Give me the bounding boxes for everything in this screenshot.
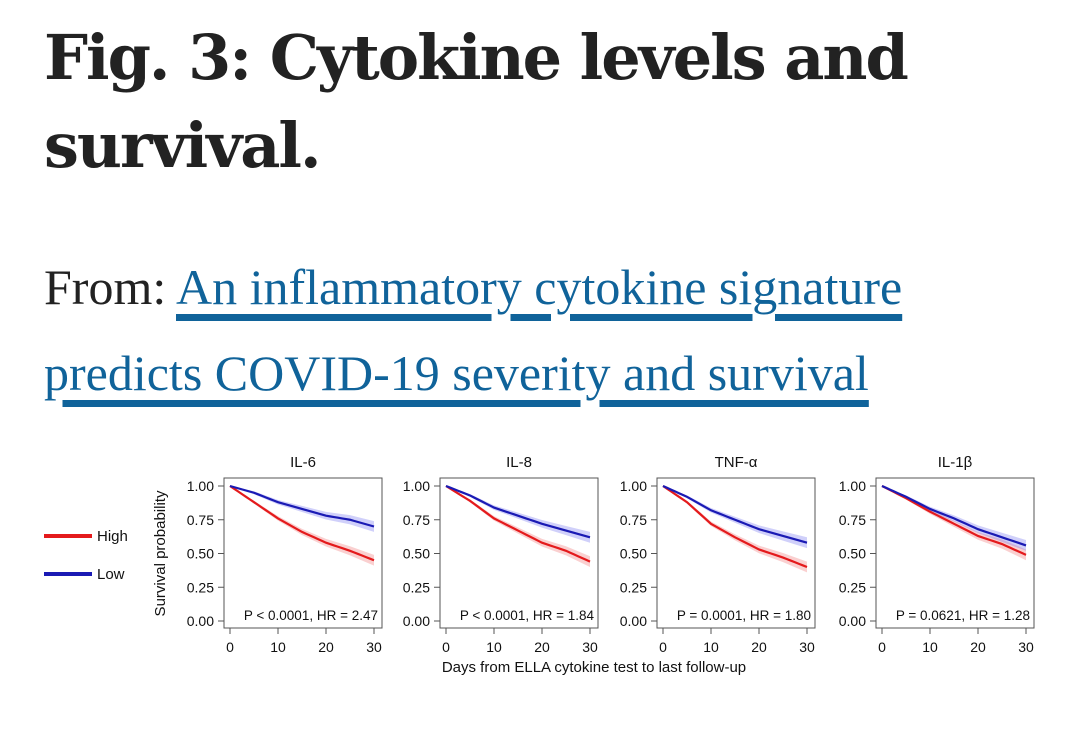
annotation-stats: P = 0.0001, HR = 1.80 xyxy=(677,608,811,623)
y-tick-label: 0.75 xyxy=(839,512,866,528)
y-tick-label: 1.00 xyxy=(839,478,866,494)
plot-frame xyxy=(875,477,1035,629)
y-tick-label: 0.75 xyxy=(403,512,430,528)
x-tick-label: 20 xyxy=(318,639,334,655)
panel-3 xyxy=(870,477,1035,634)
panel-title: IL-6 xyxy=(290,454,316,471)
y-tick-label: 0.25 xyxy=(620,579,647,595)
y-tick-label: 0.00 xyxy=(403,613,430,629)
x-tick-label: 0 xyxy=(659,639,667,655)
ci-band-high xyxy=(230,486,374,566)
panel-0 xyxy=(218,477,383,634)
y-tick-label: 0.50 xyxy=(187,546,214,562)
y-tick-label: 0.25 xyxy=(839,579,866,595)
legend-label-high: High xyxy=(97,528,128,545)
y-tick-label: 0.00 xyxy=(620,613,647,629)
from-label: From: xyxy=(44,259,167,315)
y-axis-label: Survival probability xyxy=(152,490,169,616)
panel-1 xyxy=(434,477,599,634)
y-tick-label: 0.50 xyxy=(620,546,647,562)
x-tick-label: 0 xyxy=(226,639,234,655)
y-tick-label: 0.00 xyxy=(187,613,214,629)
x-tick-label: 30 xyxy=(366,639,382,655)
x-tick-label: 10 xyxy=(703,639,719,655)
y-tick-label: 0.25 xyxy=(187,579,214,595)
x-tick-label: 10 xyxy=(486,639,502,655)
panel-title: IL-8 xyxy=(506,454,532,471)
y-tick-label: 1.00 xyxy=(620,478,647,494)
x-tick-label: 20 xyxy=(534,639,550,655)
annotation-stats: P < 0.0001, HR = 1.84 xyxy=(460,608,595,623)
panel-title: TNF-α xyxy=(715,454,758,471)
y-tick-label: 0.75 xyxy=(187,512,214,528)
y-tick-label: 0.00 xyxy=(839,613,866,629)
y-tick-label: 1.00 xyxy=(403,478,430,494)
y-tick-label: 1.00 xyxy=(187,478,214,494)
plot-frame xyxy=(656,477,816,629)
x-tick-label: 30 xyxy=(799,639,815,655)
x-tick-label: 10 xyxy=(270,639,286,655)
panel-2 xyxy=(651,477,816,634)
panel-title: IL-1β xyxy=(938,454,973,471)
legend-label-low: Low xyxy=(97,566,125,583)
x-tick-label: 20 xyxy=(970,639,986,655)
y-tick-label: 0.75 xyxy=(620,512,647,528)
source-line: From: An inflammatory cytokine signature… xyxy=(44,244,1044,416)
x-tick-label: 30 xyxy=(1018,639,1034,655)
x-axis-label: Days from ELLA cytokine test to last fol… xyxy=(442,659,746,676)
article-link[interactable]: An inflammatory cytokine signature predi… xyxy=(44,259,903,401)
survival-chart: High Low Survival probability Days from ELL… xyxy=(44,454,1035,676)
y-tick-label: 0.50 xyxy=(403,546,430,562)
annotation-stats: P < 0.0001, HR = 2.47 xyxy=(244,608,378,623)
y-tick-label: 0.25 xyxy=(403,579,430,595)
x-tick-label: 20 xyxy=(751,639,767,655)
ci-band-high xyxy=(663,486,807,573)
x-tick-label: 10 xyxy=(922,639,938,655)
y-tick-label: 0.50 xyxy=(839,546,866,562)
x-tick-label: 30 xyxy=(582,639,598,655)
x-tick-label: 0 xyxy=(442,639,450,655)
annotation-stats: P = 0.0621, HR = 1.28 xyxy=(896,608,1030,623)
ci-band-low xyxy=(446,486,590,543)
x-tick-label: 0 xyxy=(878,639,886,655)
figure-title: Fig. 3: Cytokine levels and survival. xyxy=(44,21,909,182)
